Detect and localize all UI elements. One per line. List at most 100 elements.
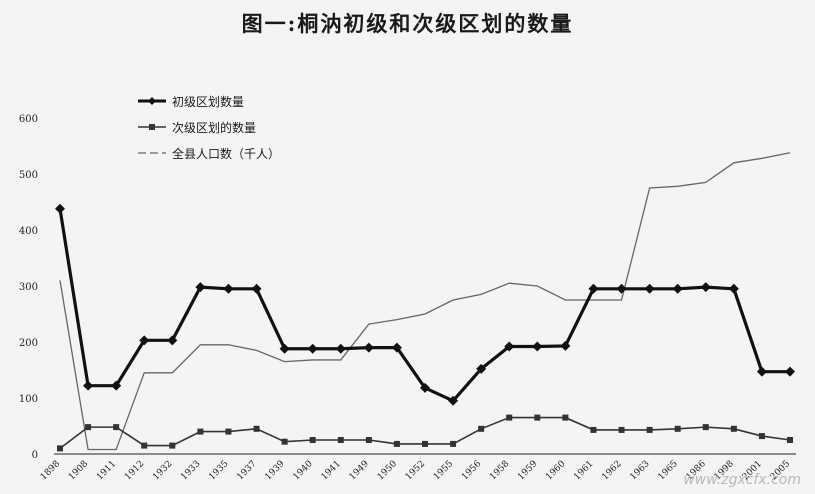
data-point-secondary (57, 445, 63, 452)
legend-label-primary: 初级区划数量 (172, 94, 245, 109)
data-point-primary (785, 366, 795, 377)
x-tick-label: 1955 (432, 459, 455, 482)
y-tick-label: 600 (19, 114, 38, 125)
data-point-primary (251, 283, 262, 294)
y-tick-label: 200 (19, 338, 38, 349)
y-tick-label: 100 (19, 394, 38, 405)
x-tick-label: 1912 (123, 459, 146, 482)
data-point-secondary (506, 414, 513, 421)
data-point-secondary (758, 433, 765, 440)
data-point-primary (223, 283, 234, 294)
data-point-secondary (225, 428, 232, 435)
x-tick-label: 1949 (348, 459, 371, 482)
data-point-primary (756, 366, 767, 377)
data-point-secondary (534, 414, 541, 421)
data-point-secondary (141, 442, 148, 449)
data-point-secondary (365, 437, 372, 443)
data-point-primary (672, 283, 683, 294)
chart-title: 图一:桐汭初级和次级区划的数量 (241, 11, 574, 36)
legend-label-population: 全县人口数（千人） (172, 146, 281, 161)
data-point-secondary (674, 425, 681, 432)
x-tick-label: 1911 (95, 459, 118, 482)
data-point-primary (476, 363, 487, 374)
y-tick-label: 300 (19, 282, 38, 293)
data-point-primary (700, 282, 711, 293)
data-point-secondary (281, 438, 288, 445)
data-point-primary (588, 283, 599, 294)
legend-item-secondary: 次级区划的数量 (138, 114, 280, 140)
legend-swatch-primary (138, 97, 166, 105)
x-tick-label: 1908 (67, 459, 90, 482)
data-point-primary (307, 343, 318, 354)
data-point-secondary (85, 424, 92, 431)
x-tick-label: 1962 (600, 459, 623, 482)
series-line-population (59, 152, 791, 451)
x-tick-label: 1939 (263, 459, 286, 482)
x-tick-label: 1956 (460, 459, 483, 482)
legend: 初级区划数量 次级区划的数量 全县人口数（千人） (138, 88, 280, 166)
data-point-secondary (197, 428, 204, 435)
legend-swatch-secondary (138, 124, 166, 130)
data-point-secondary (113, 424, 120, 431)
data-point-secondary (309, 437, 316, 443)
data-point-primary (139, 335, 150, 346)
data-point-secondary (450, 440, 457, 447)
x-tick-label: 1933 (179, 459, 202, 482)
y-tick-label: 500 (19, 170, 38, 181)
x-tick-label: 1959 (516, 459, 539, 482)
data-point-primary (448, 395, 459, 406)
data-point-secondary (562, 414, 569, 421)
x-tick-label: 1932 (151, 459, 174, 482)
legend-swatch-population (138, 152, 166, 154)
x-tick-label: 1963 (628, 459, 651, 482)
data-point-secondary (422, 440, 428, 447)
x-tick-label: 1940 (292, 459, 315, 482)
data-point-primary (279, 343, 290, 354)
data-point-secondary (337, 437, 344, 443)
x-tick-label: 1941 (320, 459, 343, 482)
data-point-primary (560, 340, 571, 351)
data-point-primary (420, 382, 430, 393)
data-point-primary (391, 342, 402, 353)
x-tick-label: 1965 (657, 459, 680, 482)
legend-item-primary: 初级区划数量 (138, 88, 280, 114)
data-point-secondary (646, 426, 653, 433)
x-tick-label: 1950 (376, 459, 399, 482)
data-point-primary (167, 335, 178, 346)
data-point-secondary (253, 425, 260, 432)
data-point-secondary (590, 426, 597, 433)
data-point-primary (195, 282, 206, 293)
x-tick-label: 1935 (207, 459, 230, 482)
data-point-secondary (730, 425, 737, 432)
data-point-primary (83, 380, 94, 391)
data-point-primary (335, 343, 346, 354)
data-point-secondary (393, 440, 400, 447)
data-point-secondary (478, 425, 485, 432)
x-tick-label: 1898 (39, 459, 62, 482)
data-point-primary (111, 380, 122, 391)
data-point-primary (644, 283, 655, 294)
data-point-primary (728, 283, 739, 294)
data-point-secondary (702, 424, 709, 431)
x-tick-label: 1960 (544, 459, 567, 482)
data-point-primary (532, 341, 543, 352)
x-tick-label: 1937 (235, 459, 258, 482)
data-point-secondary (169, 442, 176, 449)
data-point-primary (55, 203, 65, 214)
x-tick-label: 1961 (572, 459, 595, 482)
y-tick-label: 0 (32, 450, 38, 461)
data-point-secondary (787, 437, 793, 443)
series-line-primary (58, 208, 790, 403)
data-point-primary (504, 341, 515, 352)
data-point-secondary (618, 426, 625, 433)
watermark: www.zgxcfx.com (683, 472, 801, 488)
legend-item-population: 全县人口数（千人） (138, 140, 280, 166)
x-tick-label: 1958 (488, 459, 511, 482)
data-point-primary (616, 283, 627, 294)
y-tick-label: 400 (19, 226, 38, 237)
legend-label-secondary: 次级区划的数量 (172, 120, 257, 135)
data-point-primary (363, 342, 374, 353)
x-tick-label: 1952 (404, 459, 427, 482)
